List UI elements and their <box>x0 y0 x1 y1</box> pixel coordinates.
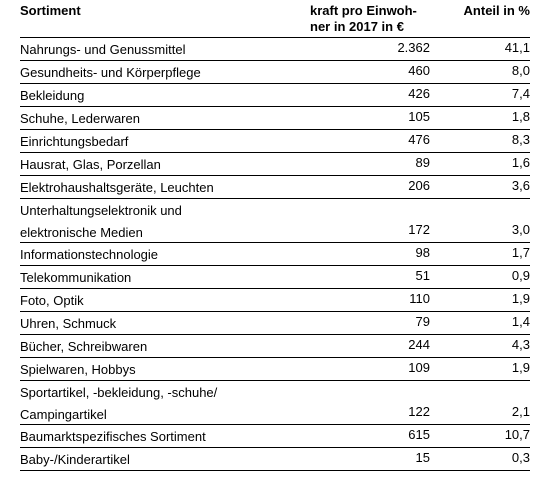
row-sortiment: Einrichtungsbedarf <box>20 134 129 149</box>
table-row: Bücher, Schreibwaren 244 4,3 <box>20 335 530 358</box>
row-anteil: 1,9 <box>511 291 530 306</box>
row-sortiment: Spielwaren, Hobbys <box>20 362 136 377</box>
row-anteil: 2,1 <box>511 404 530 419</box>
table-row: Sportartikel, -bekleidung, -schuhe/ Camp… <box>20 381 530 425</box>
row-anteil: 0,3 <box>511 450 530 465</box>
row-kaufkraft: 206 <box>408 178 430 193</box>
row-anteil: 0,9 <box>511 268 530 283</box>
row-sortiment: Nahrungs- und Genussmittel <box>20 42 186 57</box>
row-kaufkraft: 98 <box>415 245 430 260</box>
row-sortiment: Informationstechnologie <box>20 247 159 262</box>
table-header: Sortiment kraft pro Einwoh- ner in 2017 … <box>20 0 530 38</box>
table-row: Baumarktspezifisches Sortiment 615 10,7 <box>20 425 530 448</box>
row-kaufkraft: 109 <box>408 360 430 375</box>
row-anteil: 4,3 <box>511 337 530 352</box>
row-sortiment: Gesundheits- und Körperpflege <box>20 65 201 80</box>
table-row: Nahrungs- und Genussmittel 2.362 41,1 <box>20 38 530 61</box>
row-kaufkraft: 105 <box>408 109 430 124</box>
table-row: Elektrohaushaltsgeräte, Leuchten 206 3,6 <box>20 176 530 199</box>
table-row: Bekleidung 426 7,4 <box>20 84 530 107</box>
row-kaufkraft: 426 <box>408 86 430 101</box>
row-anteil: 8,3 <box>511 132 530 147</box>
table-row: Unterhaltungselektronik und elektronisch… <box>20 199 530 243</box>
row-sortiment: Hausrat, Glas, Porzellan <box>20 157 161 172</box>
row-sortiment: Baby-/Kinderartikel <box>20 452 130 467</box>
row-sortiment: Baumarktspezifisches Sortiment <box>20 429 206 444</box>
table-row: Einrichtungsbedarf 476 8,3 <box>20 130 530 153</box>
row-anteil: 1,4 <box>511 314 530 329</box>
row-kaufkraft: 615 <box>408 427 430 442</box>
table-row: Telekommunikation 51 0,9 <box>20 266 530 289</box>
row-anteil: 3,0 <box>511 222 530 237</box>
row-anteil: 1,9 <box>511 360 530 375</box>
row-anteil: 3,6 <box>511 178 530 193</box>
row-anteil: 1,6 <box>511 155 530 170</box>
row-anteil: 41,1 <box>504 40 530 55</box>
header-kaufkraft: kraft pro Einwoh- ner in 2017 in € <box>310 3 417 34</box>
table-body: Nahrungs- und Genussmittel 2.362 41,1 Gesun… <box>20 38 530 471</box>
table-row: Informationstechnologie 98 1,7 <box>20 243 530 266</box>
row-kaufkraft: 476 <box>408 132 430 147</box>
table-row: Gesundheits- und Körperpflege 460 8,0 <box>20 61 530 84</box>
row-sortiment: Bekleidung <box>20 88 85 103</box>
row-sortiment: Elektrohaushaltsgeräte, Leuchten <box>20 180 214 195</box>
table-row: Schuhe, Lederwaren 105 1,8 <box>20 107 530 130</box>
row-kaufkraft: 89 <box>415 155 430 170</box>
row-sortiment: Bücher, Schreibwaren <box>20 339 148 354</box>
table-row: Foto, Optik 110 1,9 <box>20 289 530 312</box>
table-row: Baby-/Kinderartikel 15 0,3 <box>20 448 530 471</box>
row-kaufkraft: 244 <box>408 337 430 352</box>
table-row: Spielwaren, Hobbys 109 1,9 <box>20 358 530 381</box>
row-anteil: 1,7 <box>511 245 530 260</box>
row-kaufkraft: 51 <box>415 268 430 283</box>
row-sortiment: Foto, Optik <box>20 293 84 308</box>
row-kaufkraft: 172 <box>408 222 430 237</box>
row-kaufkraft: 460 <box>408 63 430 78</box>
row-sortiment: Telekommunikation <box>20 270 132 285</box>
row-sortiment: Schuhe, Lederwaren <box>20 111 140 126</box>
header-anteil: Anteil in % <box>463 3 530 18</box>
row-sortiment: Sportartikel, -bekleidung, -schuhe/ Camp… <box>20 385 218 422</box>
row-anteil: 8,0 <box>511 63 530 78</box>
row-anteil: 1,8 <box>511 109 530 124</box>
row-kaufkraft: 110 <box>409 291 430 306</box>
table-row: Hausrat, Glas, Porzellan 89 1,6 <box>20 153 530 176</box>
row-anteil: 10,7 <box>504 427 530 442</box>
row-anteil: 7,4 <box>511 86 530 101</box>
row-kaufkraft: 15 <box>415 450 430 465</box>
row-kaufkraft: 2.362 <box>397 40 430 55</box>
row-sortiment: Unterhaltungselektronik und elektronisch… <box>20 203 182 240</box>
header-sortiment: Sortiment <box>20 3 81 18</box>
row-kaufkraft: 79 <box>415 314 430 329</box>
row-sortiment: Uhren, Schmuck <box>20 316 117 331</box>
table-row: Uhren, Schmuck 79 1,4 <box>20 312 530 335</box>
sortiment-table: Sortiment kraft pro Einwoh- ner in 2017 … <box>20 0 530 471</box>
row-kaufkraft: 122 <box>408 404 430 419</box>
